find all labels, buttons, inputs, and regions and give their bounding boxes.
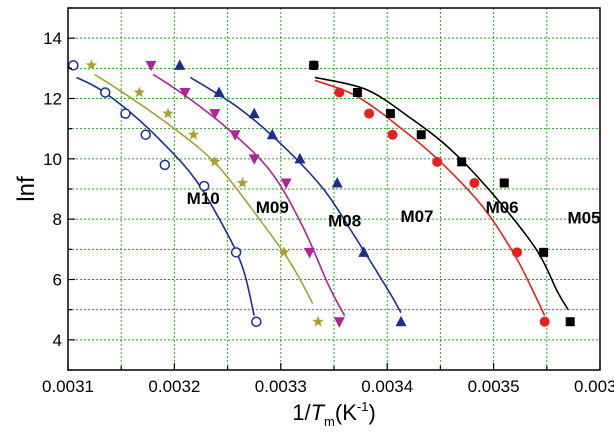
data-point-m08	[304, 247, 316, 259]
data-point-m09	[236, 177, 249, 188]
data-point-m10	[251, 316, 262, 327]
data-point-m08	[179, 87, 191, 99]
data-point-m10	[230, 247, 242, 258]
data-point-m05	[416, 130, 426, 140]
data-point-m06	[469, 177, 480, 188]
data-point-m09	[85, 59, 98, 71]
data-point-m06	[512, 247, 523, 258]
x-tick-label: 0.0036	[574, 377, 614, 396]
data-point-m07	[294, 152, 306, 164]
data-point-m06	[387, 129, 398, 140]
data-point-m08	[280, 178, 292, 189]
data-point-m09	[162, 107, 174, 119]
series-label-m07: M07	[400, 207, 433, 226]
data-point-m08	[333, 317, 345, 328]
data-point-m05	[565, 317, 575, 327]
data-point-m10	[198, 180, 210, 192]
y-tick-label: 12	[43, 90, 62, 109]
grid-lines	[68, 8, 600, 370]
data-point-m06	[539, 316, 550, 327]
fit-curve-m06	[314, 79, 546, 317]
y-tick-label: 4	[53, 331, 62, 350]
x-axis-label: 1/Tm(K-1)	[292, 399, 376, 429]
series-label-m10: M10	[187, 189, 220, 208]
data-point-m10	[140, 129, 151, 140]
data-point-m07	[358, 246, 370, 257]
data-point-m09	[278, 246, 290, 258]
data-point-m05	[352, 87, 362, 97]
data-point-m10	[120, 108, 131, 119]
data-point-m05	[309, 60, 319, 70]
series-labels: M10 M09 M08 M07 M06 M05	[187, 189, 601, 231]
x-label-close: )	[368, 400, 375, 425]
data-point-m07	[331, 176, 343, 188]
data-point-m05	[385, 109, 395, 119]
axis-ticks: 0.0031 0.0032 0.0033 0.0034 0.0035 0.0036 4 6 8 1…	[42, 7, 614, 396]
data-point-m07	[395, 315, 407, 327]
series-label-m05: M05	[568, 209, 601, 228]
series-label-m08: M08	[328, 212, 361, 231]
data-point-m09	[312, 315, 324, 327]
data-point-m05	[457, 157, 467, 167]
x-tick-label: 0.0031	[42, 377, 94, 396]
data-point-m08	[145, 60, 157, 72]
data-point-m10	[99, 87, 111, 98]
x-tick-label: 0.0033	[255, 377, 307, 396]
x-tick-label: 0.0035	[468, 377, 520, 396]
data-point-m07	[248, 107, 260, 119]
data-point-m08	[248, 154, 260, 165]
series-label-m09: M09	[256, 198, 289, 217]
data-points	[68, 59, 575, 328]
x-label-suffix: (K	[335, 400, 357, 425]
y-axis-label: lnf	[13, 176, 40, 202]
data-point-m09	[133, 86, 145, 98]
data-point-m06	[364, 108, 375, 119]
data-point-m09	[209, 155, 221, 167]
data-point-m05	[499, 178, 509, 188]
x-label-subscript: m	[324, 414, 335, 429]
data-point-m07	[174, 59, 186, 70]
data-point-m09	[187, 128, 200, 140]
data-point-m07	[213, 86, 225, 97]
data-point-m06	[334, 87, 345, 98]
data-point-m08	[229, 130, 241, 141]
x-label-superscript: -1	[357, 399, 369, 414]
data-point-m07	[266, 128, 278, 140]
series-label-m06: M06	[486, 198, 519, 217]
y-tick-label: 14	[43, 29, 62, 48]
x-label-prefix: 1/	[292, 400, 311, 425]
data-point-m06	[432, 156, 443, 167]
fit-curves	[76, 73, 569, 317]
x-label-italic: T	[311, 400, 326, 425]
fit-curve-m05	[314, 76, 569, 311]
x-tick-label: 0.0032	[148, 377, 200, 396]
x-tick-label: 0.0034	[361, 377, 413, 396]
y-tick-label: 8	[53, 210, 62, 229]
data-point-m10	[68, 60, 79, 71]
data-point-m05	[539, 247, 549, 257]
y-tick-label: 6	[53, 271, 62, 290]
y-tick-label: 10	[43, 150, 62, 169]
fit-curve-m07	[189, 76, 402, 314]
data-point-m08	[209, 109, 221, 120]
data-point-m10	[159, 159, 171, 171]
